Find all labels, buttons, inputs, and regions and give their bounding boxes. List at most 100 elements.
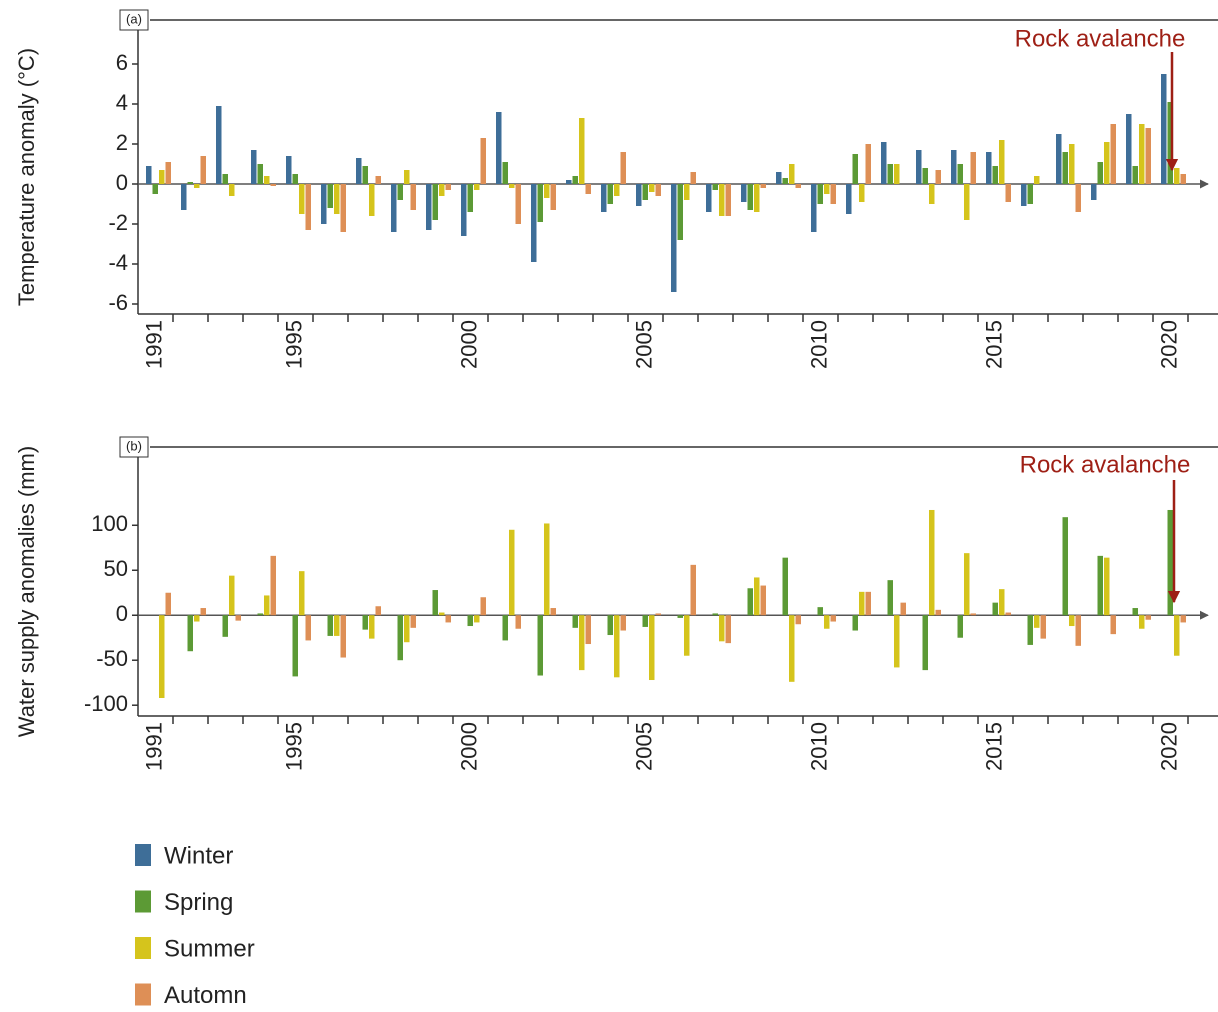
x-tick-label: 1995	[281, 722, 306, 771]
bar	[900, 602, 906, 616]
bar	[445, 615, 451, 623]
bar	[1139, 615, 1145, 629]
bar	[474, 615, 480, 623]
bar	[684, 184, 690, 200]
bar	[760, 585, 766, 616]
bar	[614, 184, 620, 196]
bar	[916, 150, 922, 184]
bar	[725, 615, 731, 644]
bar	[935, 170, 941, 184]
bar	[1139, 124, 1145, 184]
bar	[480, 597, 486, 616]
y-tick-label: 0	[116, 170, 128, 195]
x-tick-label: 2000	[456, 320, 481, 369]
bar	[852, 154, 858, 184]
bar	[1034, 176, 1040, 184]
bar	[264, 176, 270, 184]
bar	[397, 615, 403, 661]
panel-label: (a)	[126, 11, 142, 26]
bar	[601, 184, 607, 212]
x-tick-label: 2005	[631, 320, 656, 369]
bar	[200, 608, 206, 616]
bar	[1005, 184, 1011, 202]
panel-label-box	[119, 436, 149, 458]
bar	[165, 592, 171, 616]
x-tick-label: 1995	[281, 320, 306, 369]
legend-swatch	[135, 983, 151, 1006]
bar	[1005, 612, 1011, 616]
bar	[467, 184, 473, 212]
bar	[782, 178, 788, 184]
x-tick-label: 2010	[806, 320, 831, 369]
bar	[1180, 615, 1186, 623]
bar	[852, 615, 858, 631]
bar	[229, 575, 235, 616]
bar	[859, 184, 865, 202]
y-tick-label: -6	[108, 290, 128, 315]
bar	[922, 168, 928, 184]
bar	[887, 580, 893, 616]
bar	[369, 615, 375, 639]
bar	[146, 166, 152, 184]
bar	[1027, 615, 1033, 645]
bar	[321, 184, 327, 224]
bar	[537, 615, 543, 676]
bar	[1104, 557, 1110, 616]
legend-label: Automn	[164, 982, 247, 1007]
bar	[811, 184, 817, 232]
bar	[327, 615, 333, 636]
bar	[817, 607, 823, 616]
bar	[439, 612, 445, 616]
bar	[515, 184, 521, 224]
bar	[1174, 615, 1180, 656]
bar	[677, 615, 683, 618]
bar	[397, 184, 403, 200]
bar	[1075, 615, 1081, 646]
bar	[830, 615, 836, 622]
bar	[292, 174, 298, 184]
bar	[165, 162, 171, 184]
y-tick-label: 4	[116, 90, 128, 115]
x-tick-label: 2010	[806, 722, 831, 771]
bar	[754, 184, 760, 212]
bar	[1180, 174, 1186, 184]
bar	[1126, 114, 1132, 184]
bar	[824, 184, 830, 194]
bar	[1034, 615, 1040, 628]
bar	[999, 589, 1005, 616]
bar	[432, 184, 438, 220]
bar	[159, 615, 165, 699]
bar	[194, 184, 200, 188]
bar	[1027, 184, 1033, 204]
bar	[585, 615, 591, 645]
bar	[404, 615, 410, 643]
bar	[1056, 134, 1062, 184]
y-axis-label: Water supply anomalies (mm)	[14, 446, 39, 737]
bar	[859, 591, 865, 616]
bar	[257, 164, 263, 184]
bar	[655, 613, 661, 616]
bar	[550, 184, 556, 210]
legend-swatch	[135, 844, 151, 866]
bar	[410, 184, 416, 210]
bar	[362, 615, 368, 630]
bar	[649, 615, 655, 681]
bar	[286, 156, 292, 184]
bar	[362, 166, 368, 184]
x-tick-label: 1991	[141, 722, 166, 771]
bar	[620, 152, 626, 184]
bar	[299, 571, 305, 616]
bar	[922, 615, 928, 671]
legend-label: Summer	[164, 935, 255, 962]
y-tick-label: 2	[116, 130, 128, 155]
bar	[181, 184, 187, 210]
bar	[257, 613, 263, 616]
bar	[375, 606, 381, 616]
bar	[690, 564, 696, 616]
bar	[795, 615, 801, 625]
bar	[340, 184, 346, 232]
bar	[712, 184, 718, 190]
bar	[894, 164, 900, 184]
bar	[817, 184, 823, 204]
bar	[1069, 615, 1075, 627]
